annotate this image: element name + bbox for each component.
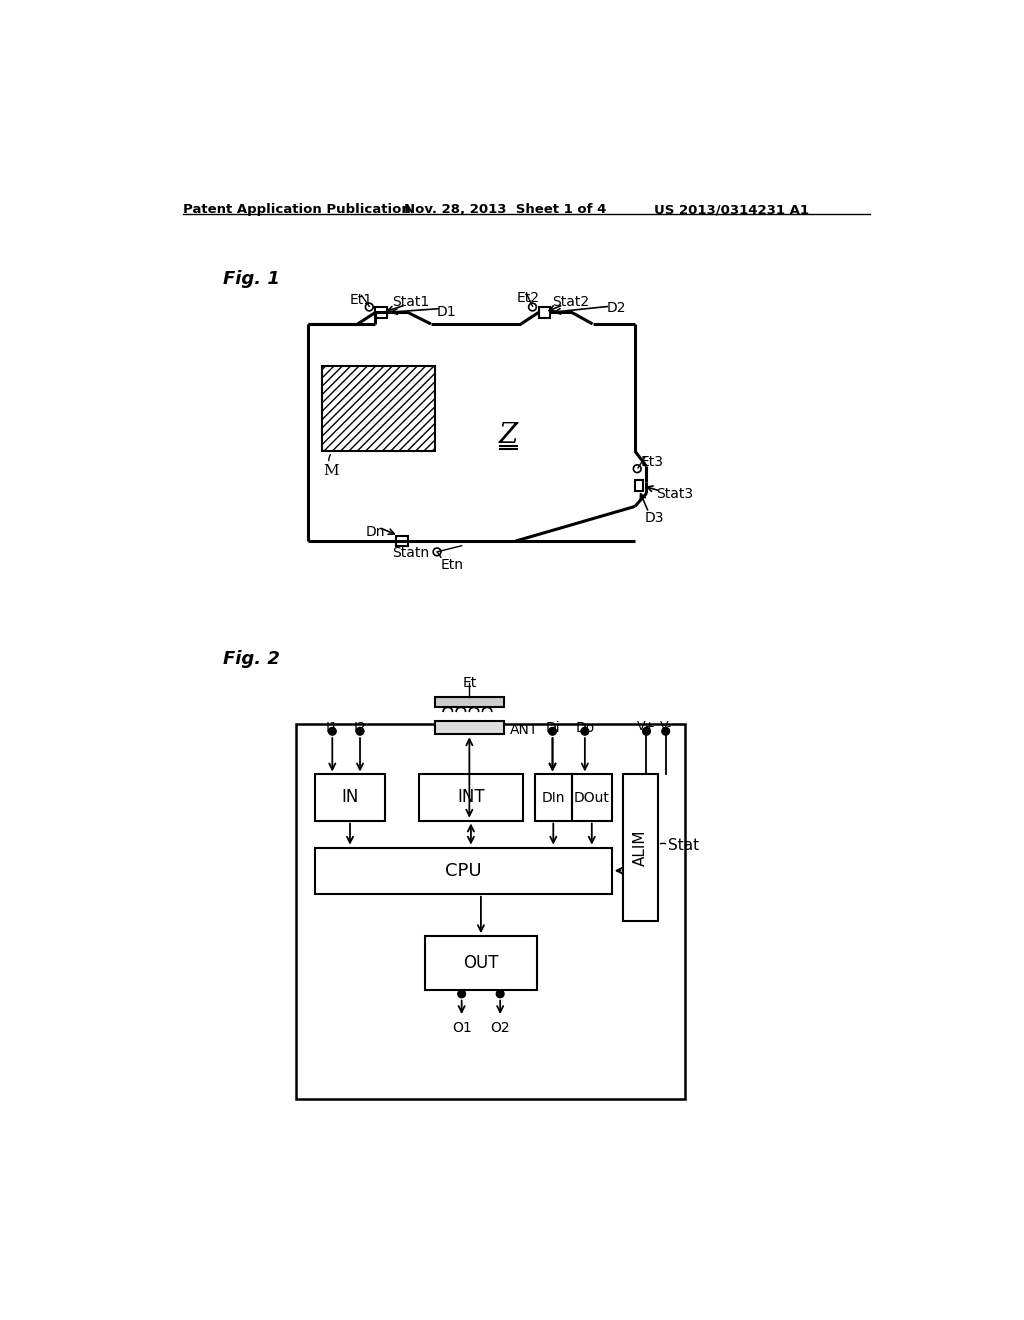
Text: D2: D2: [606, 301, 626, 315]
Circle shape: [356, 727, 364, 735]
Bar: [435, 697, 504, 706]
Text: CPU: CPU: [445, 862, 482, 879]
Text: I2: I2: [353, 721, 367, 734]
Text: I1: I1: [326, 721, 339, 734]
Text: D1: D1: [437, 305, 457, 318]
Text: Stat3: Stat3: [656, 487, 693, 502]
Text: Nov. 28, 2013  Sheet 1 of 4: Nov. 28, 2013 Sheet 1 of 4: [403, 203, 606, 216]
Bar: [435, 721, 504, 734]
Text: DIn: DIn: [542, 791, 565, 804]
Text: ANT: ANT: [509, 723, 538, 737]
Bar: [539, 308, 550, 318]
Text: OUT: OUT: [464, 954, 499, 972]
Text: Fig. 1: Fig. 1: [223, 271, 280, 288]
Text: Et1: Et1: [350, 293, 373, 308]
Circle shape: [458, 990, 466, 998]
Text: Dn: Dn: [366, 525, 385, 539]
Text: Etn: Etn: [441, 558, 464, 572]
Bar: [322, 366, 435, 451]
Text: Stat1: Stat1: [392, 296, 430, 309]
Text: US 2013/0314231 A1: US 2013/0314231 A1: [654, 203, 809, 216]
Text: Et2: Et2: [517, 290, 540, 305]
Text: D3: D3: [645, 511, 665, 525]
Text: Z: Z: [499, 422, 517, 449]
Bar: [315, 847, 611, 894]
Bar: [315, 775, 385, 821]
Circle shape: [497, 990, 504, 998]
Bar: [419, 775, 523, 821]
Bar: [624, 775, 658, 921]
Text: O2: O2: [490, 1020, 510, 1035]
Text: V-: V-: [659, 721, 672, 734]
Bar: [296, 725, 685, 1100]
Text: Statn: Statn: [392, 546, 429, 561]
Text: Di: Di: [545, 721, 560, 734]
Text: Patent Application Publication: Patent Application Publication: [183, 203, 411, 216]
Bar: [535, 775, 571, 821]
Text: M: M: [323, 465, 339, 478]
Circle shape: [549, 727, 556, 735]
Text: Do: Do: [575, 721, 595, 734]
Text: INT: INT: [458, 788, 485, 807]
Bar: [571, 775, 611, 821]
Text: Et: Et: [462, 676, 476, 690]
Text: Stat: Stat: [668, 838, 699, 853]
Circle shape: [643, 727, 650, 735]
Text: V+: V+: [637, 721, 656, 734]
Text: Stat2: Stat2: [553, 296, 590, 309]
Text: IN: IN: [341, 788, 358, 807]
Text: Et3: Et3: [640, 455, 664, 469]
Text: O1: O1: [452, 1020, 471, 1035]
Text: DOut: DOut: [573, 791, 609, 804]
Bar: [425, 936, 538, 990]
Text: ALIM: ALIM: [633, 829, 648, 866]
Bar: [635, 480, 643, 491]
Bar: [396, 536, 408, 546]
Circle shape: [329, 727, 336, 735]
Circle shape: [662, 727, 670, 735]
Circle shape: [581, 727, 589, 735]
Bar: [376, 308, 387, 318]
Text: Fig. 2: Fig. 2: [223, 649, 280, 668]
